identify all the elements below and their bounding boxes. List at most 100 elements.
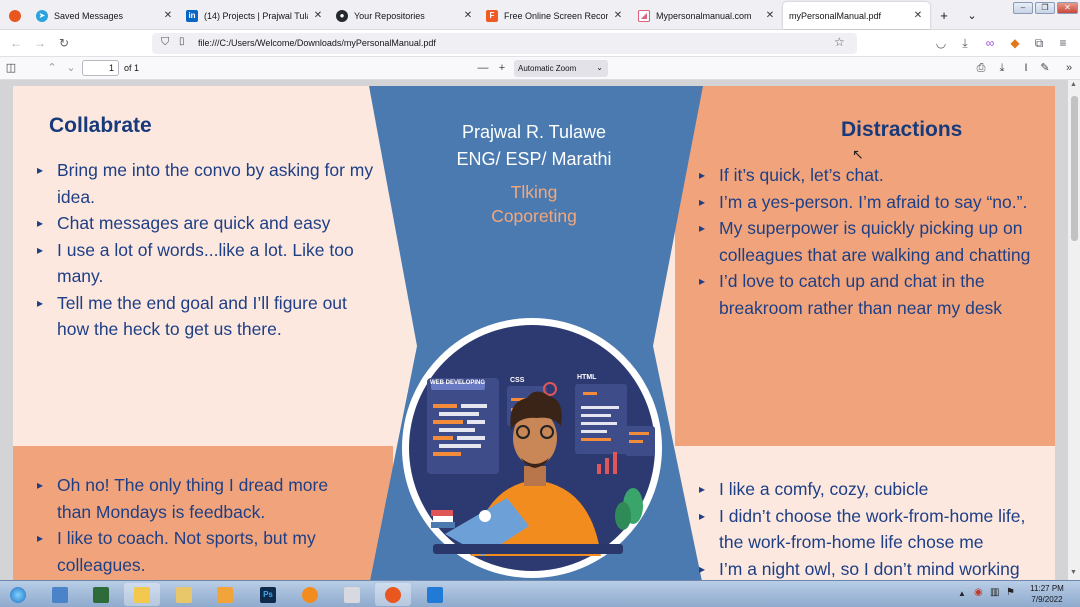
manual-site-icon: ◢ [638, 9, 650, 22]
firefox-menu[interactable] [3, 2, 25, 29]
center-line-2: Coporeting [491, 206, 577, 226]
taskbar-media-player[interactable] [207, 583, 243, 606]
taskbar-files[interactable] [166, 583, 202, 606]
shield-icon[interactable]: ⛉ [161, 36, 170, 48]
metamask-icon[interactable]: ◆ [1010, 36, 1020, 50]
list-item: I like to coach. Not sports, but my coll… [35, 525, 365, 578]
taskbar-vscode[interactable] [417, 583, 453, 606]
zoom-select[interactable]: Automatic Zoom ⌄ [514, 60, 608, 77]
tab-label: Free Online Screen Recorder & [504, 10, 608, 21]
screen-recorder-icon: F [486, 9, 498, 22]
tab-pdf-active[interactable]: myPersonalManual.pdf ✕ [783, 2, 930, 29]
extensions-icon[interactable]: ⧉ [1034, 36, 1044, 50]
list-item: I’m a night owl, so I don’t mind working [697, 556, 1053, 581]
pocket-icon[interactable]: ◡ [935, 36, 947, 50]
collaborate-heading: Collabrate [49, 114, 152, 137]
mouse-cursor-icon: ↖ [852, 146, 864, 162]
next-page-icon[interactable]: ⌄ [66, 62, 76, 74]
taskbar-photoshop[interactable]: Ps [250, 583, 286, 606]
media-player-icon [217, 586, 233, 603]
flag-icon[interactable]: ⚑ [1006, 587, 1015, 598]
list-item: My superpower is quickly picking up on c… [697, 215, 1053, 268]
clock-time: 11:27 PM [1030, 584, 1064, 593]
html-label: HTML [577, 374, 597, 381]
tab-label: Your Repositories [354, 10, 425, 21]
list-item: I’m a yes-person. I’m afraid to say “no.… [697, 189, 1053, 216]
network-icon[interactable]: ▥ [990, 587, 1000, 598]
forward-icon[interactable]: → [34, 36, 46, 50]
pdf-viewer[interactable]: WEB DEVELOPING CSS HTML Prajwal R. Tulaw… [0, 80, 1068, 580]
save-icon[interactable]: ⤓ [999, 62, 1005, 74]
taskbar-explorer[interactable] [124, 583, 160, 606]
tab-label: Saved Messages [54, 10, 124, 21]
list-item: I’d love to catch up and chat in the bre… [697, 268, 1053, 321]
page-icon[interactable]: ▯ [179, 36, 185, 47]
print-icon[interactable]: ⎙ [976, 62, 986, 74]
firefox-icon [385, 586, 401, 603]
tools-menu-icon[interactable]: » [1065, 62, 1073, 74]
list-item: Oh no! The only thing I dread more than … [35, 472, 365, 525]
tab-screen-recorder[interactable]: F Free Online Screen Recorder & ✕ [480, 2, 630, 29]
scrollbar-thumb[interactable] [1071, 96, 1078, 241]
tab-label: myPersonalManual.pdf [789, 10, 882, 21]
extension-icon[interactable]: ∞ [985, 36, 995, 50]
tab-mypersonalmanual[interactable]: ◢ Mypersonalmanual.com ✕ [632, 2, 782, 29]
zoom-in-button[interactable]: + [498, 62, 506, 74]
address-bar[interactable]: ⛉ ▯ file:///C:/Users/Welcome/Downloads/m… [152, 33, 857, 54]
minimize-button[interactable]: – [1013, 2, 1033, 14]
tab-label: Mypersonalmanual.com [656, 10, 752, 21]
zoom-out-button[interactable]: — [477, 62, 489, 74]
page-number-input[interactable]: 1 [82, 60, 119, 76]
text-tool-icon[interactable]: I [1024, 62, 1028, 74]
telegram-icon: ➤ [36, 9, 48, 22]
downloads-icon[interactable]: ⤓ [962, 36, 968, 50]
list-tabs-button[interactable]: ⌄ [967, 10, 977, 22]
firefox-icon [9, 9, 21, 22]
list-item: Bring me into the convo by asking for my… [35, 157, 375, 210]
reload-icon[interactable]: ↻ [58, 36, 70, 50]
tab-linkedin[interactable]: in (14) Projects | Prajwal Tulawe | L ✕ [180, 2, 330, 29]
taskbar-fl-studio[interactable] [292, 583, 328, 606]
close-icon[interactable]: ✕ [463, 10, 473, 21]
navigation-bar: ← → ↻ ⛉ ▯ file:///C:/Users/Welcome/Downl… [0, 30, 1080, 57]
new-tab-button[interactable]: + [940, 8, 948, 23]
scroll-down-icon[interactable]: ▼ [1070, 569, 1077, 576]
scroll-up-icon[interactable]: ▲ [1070, 81, 1077, 88]
page-count: of 1 [124, 63, 140, 73]
tab-saved-messages[interactable]: ➤ Saved Messages ✕ [30, 2, 180, 29]
close-icon[interactable]: ✕ [313, 10, 323, 21]
list-item: If it’s quick, let’s chat. [697, 162, 1053, 189]
web-developing-label: WEB DEVELOPING [430, 380, 486, 386]
center-graphic [369, 86, 703, 580]
menu-icon[interactable]: ≡ [1059, 36, 1067, 50]
pdf-page: WEB DEVELOPING CSS HTML Prajwal R. Tulaw… [13, 86, 1055, 580]
pdf-toolbar: ◫ ⌃ ⌄ 1 of 1 — + Automatic Zoom ⌄ ⎙ ⤓ I … [0, 57, 1080, 80]
close-icon[interactable]: ✕ [163, 10, 173, 21]
folder-icon [134, 586, 150, 603]
linkedin-icon: in [186, 9, 198, 22]
tray-app-icon[interactable]: ◉ [974, 587, 983, 598]
workspace-list: I like a comfy, cozy, cubicle I didn’t c… [697, 476, 1053, 580]
back-icon[interactable]: ← [10, 36, 22, 50]
taskbar-firefox[interactable] [375, 583, 411, 606]
start-button[interactable] [2, 583, 34, 606]
bookmark-star-icon[interactable]: ☆ [834, 35, 845, 49]
taskbar-snipping[interactable] [334, 583, 370, 606]
previous-page-icon[interactable]: ⌃ [47, 62, 57, 74]
close-icon[interactable]: ✕ [765, 10, 775, 21]
tray-expand-icon[interactable]: ▲ [958, 589, 966, 598]
taskbar-control-panel[interactable] [42, 583, 78, 606]
draw-tool-icon[interactable]: ✎ [1040, 62, 1050, 74]
system-clock[interactable]: 11:27 PM 7/9/2022 [1022, 583, 1072, 605]
owner-name: Prajwal R. Tulawe [461, 122, 607, 142]
list-item: I like a comfy, cozy, cubicle [697, 476, 1053, 503]
window-close-button[interactable]: ✕ [1057, 2, 1078, 14]
tab-github[interactable]: ● Your Repositories ✕ [330, 2, 480, 29]
owner-languages: ENG/ ESP/ Marathi [456, 149, 612, 169]
close-icon[interactable]: ✕ [613, 10, 623, 21]
files-icon [176, 586, 192, 603]
close-icon[interactable]: ✕ [913, 10, 923, 21]
restore-button[interactable]: ❐ [1035, 2, 1055, 14]
taskbar-terminal[interactable] [83, 583, 119, 606]
sidebar-toggle-icon[interactable]: ◫ [5, 62, 17, 74]
